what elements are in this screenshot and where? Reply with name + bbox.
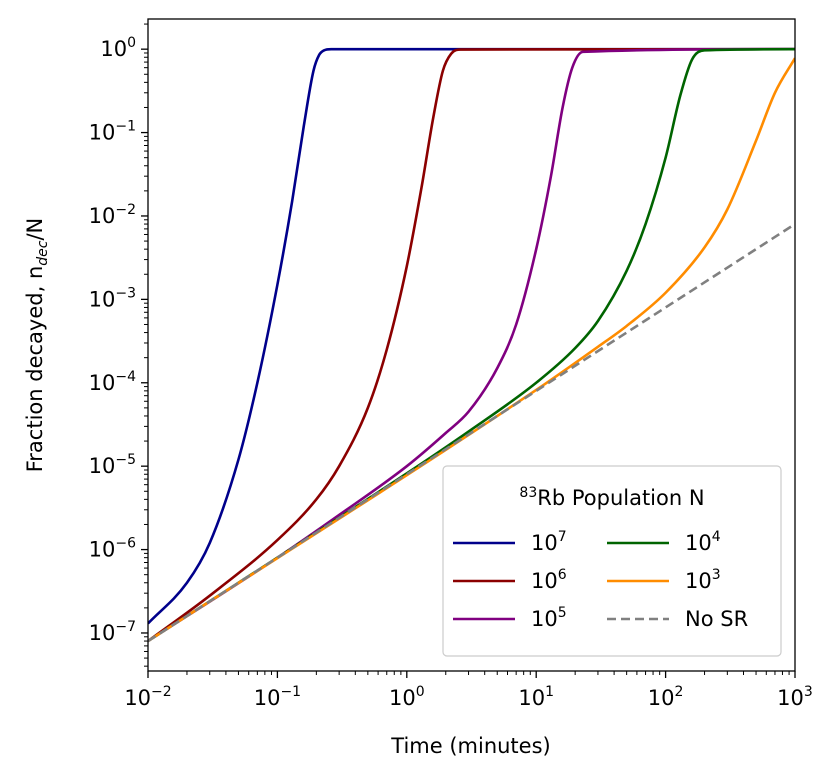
legend-label-exp: 3 bbox=[712, 567, 721, 583]
x-tick-label-exp: −2 bbox=[151, 684, 172, 700]
legend-label-exp: 5 bbox=[558, 605, 567, 621]
series-line-n1e3 bbox=[148, 57, 795, 643]
x-tick-label: 100 bbox=[389, 684, 425, 710]
legend-label-n1e5: 105 bbox=[531, 605, 567, 631]
x-tick-label-base: 10 bbox=[518, 686, 545, 710]
y-tick-label-base: 10 bbox=[89, 454, 116, 478]
x-tick-label-exp: −1 bbox=[280, 684, 301, 700]
y-axis-label-main: Fraction decayed, n bbox=[23, 266, 47, 473]
plot-frame bbox=[147, 18, 796, 672]
x-tick-label: 101 bbox=[518, 684, 554, 710]
series-line-n1e5 bbox=[148, 47, 795, 643]
x-tick-label: 10−2 bbox=[124, 684, 171, 710]
x-tick-label-exp: 0 bbox=[416, 684, 425, 700]
legend-label-exp: 7 bbox=[558, 529, 567, 545]
y-tick-label: 10−4 bbox=[89, 369, 136, 395]
y-tick-label-base: 10 bbox=[89, 621, 116, 645]
x-tick-label-base: 10 bbox=[254, 686, 281, 710]
legend-label-n1e3: 103 bbox=[685, 567, 721, 593]
legend-label-base: 10 bbox=[531, 607, 558, 631]
y-tick-label: 10−6 bbox=[89, 536, 136, 562]
y-tick-label: 10−5 bbox=[89, 452, 136, 478]
series-line-no-sr bbox=[148, 222, 795, 643]
x-axis-label: Time (minutes) bbox=[390, 734, 550, 758]
legend-label-base: 10 bbox=[531, 569, 558, 593]
y-tick-label-exp: −7 bbox=[115, 619, 136, 635]
x-tick-label-base: 10 bbox=[648, 686, 675, 710]
legend-frame bbox=[442, 465, 782, 657]
legend-label-base: 10 bbox=[685, 531, 712, 555]
y-tick-label: 10−7 bbox=[89, 619, 136, 645]
legend-label-n1e6: 106 bbox=[531, 567, 567, 593]
legend-label-exp: 4 bbox=[712, 529, 721, 545]
y-tick-label-exp: 0 bbox=[127, 35, 136, 51]
legend-label-base: 10 bbox=[685, 569, 712, 593]
ticks-layer: 10−2 10−1 100 101 102 10310−710−610−510−410−3… bbox=[89, 23, 813, 710]
legend-label-n1e7: 107 bbox=[531, 529, 567, 555]
legend-label-n1e4: 104 bbox=[685, 529, 721, 555]
legend-label-exp: 6 bbox=[558, 567, 567, 583]
legend-title-text: Rb Population N bbox=[537, 486, 704, 510]
x-tick-label: 103 bbox=[777, 684, 813, 710]
x-tick-label-base: 10 bbox=[389, 686, 416, 710]
y-tick-label-exp: −2 bbox=[115, 202, 136, 218]
y-axis-label: Fraction decayed, ndec/N bbox=[23, 218, 51, 473]
x-tick-label-exp: 2 bbox=[675, 684, 684, 700]
series-line-n1e7 bbox=[148, 47, 795, 625]
series-layer bbox=[148, 47, 795, 643]
y-tick-label-base: 10 bbox=[89, 121, 116, 145]
x-tick-label: 102 bbox=[648, 684, 684, 710]
y-tick-label-base: 10 bbox=[89, 287, 116, 311]
y-tick-label: 10−2 bbox=[89, 202, 136, 228]
x-tick-label-base: 10 bbox=[124, 686, 151, 710]
y-tick-label-base: 10 bbox=[89, 371, 116, 395]
x-tick-label-base: 10 bbox=[777, 686, 804, 710]
y-tick-label-base: 10 bbox=[89, 204, 116, 228]
y-tick-label: 100 bbox=[100, 35, 136, 61]
y-tick-label-base: 10 bbox=[89, 538, 116, 562]
y-axis-label-tail: /N bbox=[23, 218, 47, 241]
legend-label-no-sr: No SR bbox=[685, 607, 748, 631]
y-tick-label-exp: −1 bbox=[115, 119, 136, 135]
y-tick-label-exp: −3 bbox=[115, 285, 136, 301]
y-tick-label: 10−1 bbox=[89, 119, 136, 145]
legend-title-sup: 83 bbox=[519, 485, 537, 501]
y-axis-label-sub: dec bbox=[35, 240, 51, 266]
legend-title: 83Rb Population N bbox=[519, 485, 704, 510]
x-tick-label-exp: 1 bbox=[545, 684, 554, 700]
y-tick-label-exp: −5 bbox=[115, 452, 136, 468]
legend-label-base: No SR bbox=[685, 607, 748, 631]
x-tick-label: 10−1 bbox=[254, 684, 301, 710]
y-tick-label: 10−3 bbox=[89, 285, 136, 311]
x-tick-label-exp: 3 bbox=[804, 684, 813, 700]
y-tick-label-exp: −6 bbox=[115, 536, 136, 552]
series-line-n1e6 bbox=[148, 47, 795, 643]
legend-label-base: 10 bbox=[531, 531, 558, 555]
y-tick-label-base: 10 bbox=[100, 37, 127, 61]
y-tick-label-exp: −4 bbox=[115, 369, 136, 385]
